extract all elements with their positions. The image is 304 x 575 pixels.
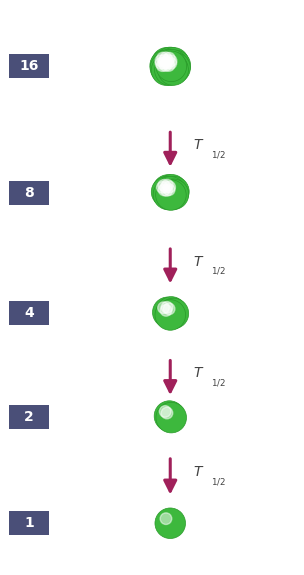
Ellipse shape <box>155 508 185 539</box>
Text: $T$: $T$ <box>193 138 204 152</box>
Ellipse shape <box>155 177 186 207</box>
Ellipse shape <box>155 58 167 69</box>
Ellipse shape <box>156 174 187 205</box>
Ellipse shape <box>155 47 185 78</box>
Ellipse shape <box>160 50 191 81</box>
Ellipse shape <box>156 51 187 82</box>
Ellipse shape <box>158 184 170 196</box>
Ellipse shape <box>150 50 181 81</box>
Ellipse shape <box>158 179 189 209</box>
Text: $T$: $T$ <box>193 255 204 269</box>
Ellipse shape <box>151 55 182 86</box>
Text: $T$: $T$ <box>193 366 204 380</box>
Ellipse shape <box>150 52 181 83</box>
Ellipse shape <box>160 513 172 524</box>
Ellipse shape <box>153 52 183 83</box>
Text: 4: 4 <box>24 306 34 320</box>
Ellipse shape <box>163 184 175 196</box>
Text: 2: 2 <box>24 410 34 424</box>
Ellipse shape <box>156 297 187 327</box>
Ellipse shape <box>157 52 168 64</box>
Ellipse shape <box>154 401 185 431</box>
Ellipse shape <box>160 52 190 83</box>
Ellipse shape <box>158 55 170 66</box>
Ellipse shape <box>157 49 187 80</box>
Ellipse shape <box>160 58 172 69</box>
Ellipse shape <box>161 56 173 67</box>
Ellipse shape <box>156 180 186 210</box>
Ellipse shape <box>161 407 173 419</box>
Ellipse shape <box>158 48 189 78</box>
Ellipse shape <box>156 402 186 433</box>
FancyBboxPatch shape <box>9 511 49 535</box>
Ellipse shape <box>152 48 182 78</box>
Ellipse shape <box>155 55 167 67</box>
Ellipse shape <box>153 179 184 210</box>
Ellipse shape <box>151 177 182 207</box>
Ellipse shape <box>158 55 188 85</box>
Ellipse shape <box>163 303 175 315</box>
Ellipse shape <box>155 52 185 83</box>
Ellipse shape <box>164 52 175 64</box>
Ellipse shape <box>163 60 175 71</box>
Ellipse shape <box>157 182 168 193</box>
Ellipse shape <box>159 406 171 417</box>
Text: 8: 8 <box>24 186 34 200</box>
Ellipse shape <box>164 181 175 193</box>
Ellipse shape <box>162 58 174 69</box>
Text: $_{1/2}$: $_{1/2}$ <box>211 264 226 277</box>
Ellipse shape <box>153 49 184 80</box>
Ellipse shape <box>161 185 172 196</box>
Ellipse shape <box>158 298 189 329</box>
Ellipse shape <box>158 302 169 313</box>
Ellipse shape <box>162 179 173 191</box>
Text: $_{1/2}$: $_{1/2}$ <box>211 475 226 488</box>
Ellipse shape <box>165 55 177 67</box>
FancyBboxPatch shape <box>9 54 49 78</box>
Text: $_{1/2}$: $_{1/2}$ <box>211 148 226 160</box>
Ellipse shape <box>157 60 168 71</box>
Text: 16: 16 <box>19 59 39 73</box>
Ellipse shape <box>154 55 185 85</box>
Ellipse shape <box>159 177 189 207</box>
Ellipse shape <box>165 58 177 69</box>
Text: 1: 1 <box>24 516 34 530</box>
FancyBboxPatch shape <box>9 181 49 205</box>
Text: $_{1/2}$: $_{1/2}$ <box>211 376 226 389</box>
Ellipse shape <box>158 58 170 69</box>
Ellipse shape <box>160 305 172 316</box>
Ellipse shape <box>160 52 172 64</box>
Ellipse shape <box>162 55 173 66</box>
Ellipse shape <box>158 179 170 191</box>
Text: $T$: $T$ <box>193 465 204 479</box>
Ellipse shape <box>153 175 183 205</box>
Ellipse shape <box>157 52 188 83</box>
Ellipse shape <box>160 181 172 193</box>
Ellipse shape <box>160 60 171 71</box>
Ellipse shape <box>155 300 185 330</box>
FancyBboxPatch shape <box>9 405 49 429</box>
Ellipse shape <box>153 297 183 328</box>
FancyBboxPatch shape <box>9 301 49 325</box>
Ellipse shape <box>161 301 173 313</box>
